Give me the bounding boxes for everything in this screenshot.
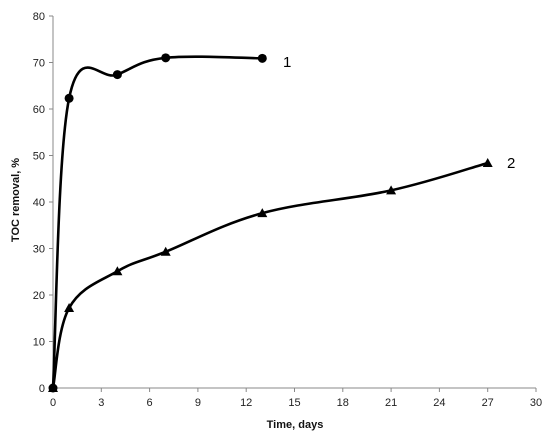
data-point-triangle — [482, 157, 493, 167]
x-tick-label: 18 — [337, 397, 349, 409]
data-point-triangle — [257, 208, 268, 218]
series-2-label: 2 — [507, 155, 515, 172]
y-tick-label: 60 — [33, 104, 45, 116]
y-tick-label: 0 — [39, 383, 45, 395]
x-tick-label: 30 — [530, 397, 542, 409]
x-tick-label: 3 — [98, 397, 104, 409]
y-axis-title: TOC removal, % — [10, 158, 22, 242]
x-tick-label: 27 — [482, 397, 494, 409]
y-axis-ticks: 0 10 20 30 40 50 60 70 80 — [33, 11, 53, 395]
data-point-triangle — [48, 383, 58, 392]
x-tick-label: 9 — [195, 397, 201, 409]
x-tick-label: 24 — [433, 397, 445, 409]
y-tick-label: 40 — [33, 197, 45, 209]
x-axis-title: Time, days — [267, 419, 324, 431]
y-tick-label: 20 — [33, 290, 45, 302]
y-tick-label: 70 — [33, 58, 45, 70]
data-point-triangle — [386, 185, 397, 195]
data-point-circle — [112, 70, 122, 80]
x-tick-label: 15 — [288, 397, 300, 409]
series-1-line — [51, 55, 263, 389]
series-layer — [48, 53, 493, 393]
y-tick-label: 10 — [33, 337, 45, 349]
y-tick-label: 50 — [33, 151, 45, 163]
x-tick-label: 0 — [50, 397, 56, 409]
data-point-triangle — [112, 266, 123, 276]
data-point-circle — [257, 53, 267, 63]
data-point-triangle — [64, 303, 75, 313]
x-tick-label: 12 — [240, 397, 252, 409]
y-tick-label: 80 — [33, 11, 45, 23]
x-tick-label: 6 — [147, 397, 153, 409]
data-point-circle — [161, 53, 171, 63]
data-point-circle — [64, 93, 74, 103]
series-1-label: 1 — [283, 54, 291, 71]
y-tick-label: 30 — [33, 244, 45, 256]
series-2-line — [51, 161, 489, 389]
series-2 — [48, 157, 493, 392]
data-point-triangle — [160, 246, 171, 256]
x-axis-ticks: 0 3 6 9 12 15 18 21 24 27 30 — [50, 388, 542, 409]
x-tick-label: 21 — [385, 397, 397, 409]
